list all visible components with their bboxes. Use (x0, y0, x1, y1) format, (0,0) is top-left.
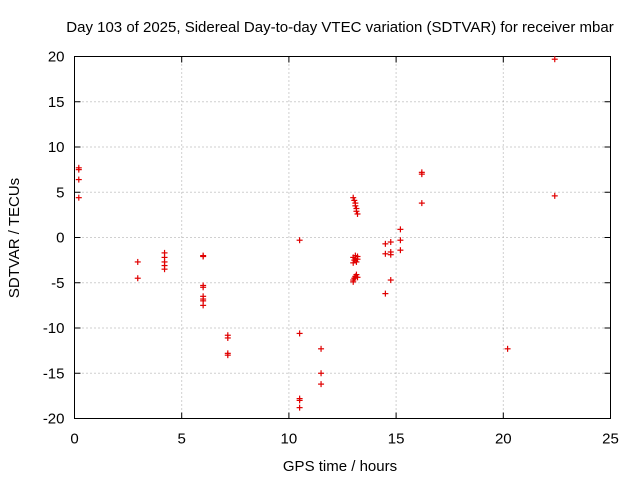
data-point (200, 253, 207, 260)
data-point (387, 251, 394, 258)
data-point (354, 210, 361, 217)
data-point (75, 194, 82, 201)
data-point (382, 240, 389, 247)
data-point (397, 226, 404, 233)
y-tick-label: 0 (56, 230, 64, 247)
data-point (353, 208, 360, 215)
y-tick-label: -10 (43, 320, 65, 337)
x-tick-label: 25 (602, 431, 619, 448)
chart-title: Day 103 of 2025, Sidereal Day-to-day VTE… (66, 19, 613, 36)
data-point (224, 334, 231, 341)
data-point (353, 271, 360, 278)
data-point (351, 197, 358, 204)
data-point (296, 397, 303, 404)
x-tick-label: 20 (495, 431, 512, 448)
data-point (200, 284, 207, 291)
data-point (134, 258, 141, 265)
data-point (350, 278, 357, 285)
data-point (200, 302, 207, 309)
y-tick-label: 5 (56, 184, 64, 201)
grid-lines (74, 56, 611, 419)
data-point (551, 192, 558, 199)
data-point (352, 202, 359, 209)
data-point (318, 381, 325, 388)
data-point (296, 404, 303, 411)
data-point (397, 237, 404, 244)
data-point (318, 370, 325, 377)
axis-ticks: 0 5 10 15 20 25 -20 -15 -10 -5 0 5 10 15 20 (43, 49, 619, 448)
data-point (75, 176, 82, 183)
y-tick-label: -20 (43, 411, 65, 428)
data-point (161, 266, 168, 273)
data-point (296, 237, 303, 244)
x-tick-label: 5 (178, 431, 186, 448)
data-point (551, 56, 558, 63)
data-point (504, 345, 511, 352)
y-tick-label: 15 (48, 94, 65, 111)
x-tick-label: 15 (388, 431, 405, 448)
y-tick-label: -15 (43, 365, 65, 382)
y-tick-label: -5 (51, 275, 64, 292)
data-point (387, 277, 394, 284)
data-point (354, 274, 361, 281)
data-point (224, 352, 231, 359)
data-point (318, 345, 325, 352)
x-tick-label: 10 (281, 431, 298, 448)
data-point (75, 166, 82, 173)
data-point (354, 253, 361, 260)
data-point (387, 239, 394, 246)
y-axis-label: SDTVAR / TECUs (6, 178, 23, 298)
data-point (418, 171, 425, 178)
data-point (397, 247, 404, 254)
y-tick-label: 10 (48, 139, 65, 156)
data-point (350, 194, 357, 201)
data-point (296, 330, 303, 337)
data-point (350, 259, 357, 266)
plot-frame (74, 56, 611, 419)
data-point (382, 290, 389, 297)
data-point (382, 250, 389, 257)
data-point (353, 258, 360, 265)
y-tick-label: 20 (48, 49, 65, 66)
x-tick-label: 0 (70, 431, 78, 448)
x-axis-label: GPS time / hours (283, 458, 397, 475)
data-point (134, 275, 141, 282)
data-points (75, 56, 558, 411)
data-point (418, 200, 425, 207)
